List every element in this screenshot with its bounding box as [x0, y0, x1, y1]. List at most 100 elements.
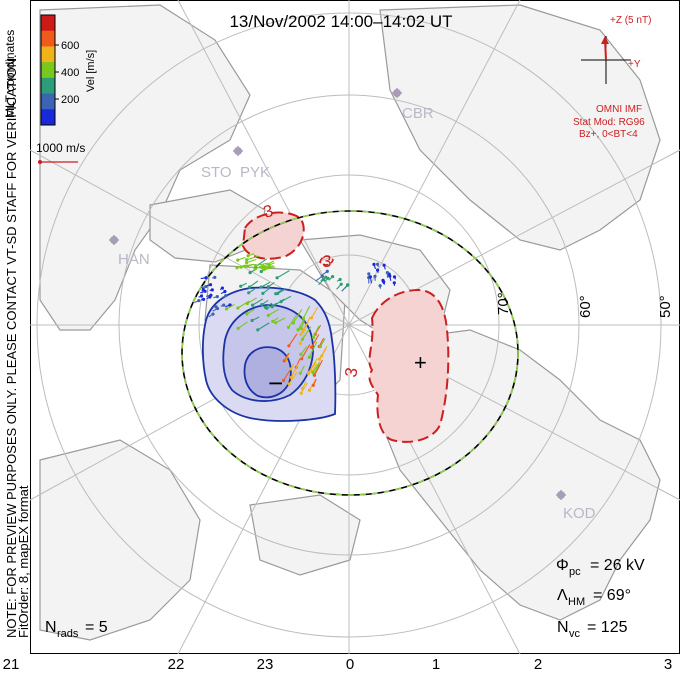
imf-source: OMNI IMF [596, 104, 642, 115]
velocity-color-scale: 600 400 200 Vel [m/s] MLT coordinates [3, 14, 97, 126]
velocity-vector-origin [307, 370, 311, 374]
velocity-vector-origin [287, 382, 291, 386]
velocity-vector [260, 281, 271, 288]
color-scale-unit: Vel [m/s] [85, 50, 97, 92]
velocity-vector-origin [325, 269, 329, 273]
mlt-label-0: 0 [346, 656, 354, 673]
velocity-vector-origin [253, 264, 258, 268]
velocity-vector-origin [247, 291, 251, 295]
velocity-vector [247, 297, 257, 304]
color-tick-200: 200 [61, 94, 79, 106]
velocity-vector-origin [382, 263, 386, 267]
velocity-vector [290, 362, 300, 378]
velocity-vector [268, 308, 279, 316]
velocity-vector-origin [210, 288, 214, 292]
velocity-vector-origin [282, 359, 286, 363]
nvc-value: = 125 [587, 619, 628, 636]
velocity-vector-origin [378, 284, 382, 288]
velocity-vector-origin [372, 262, 376, 266]
velocity-vector-origin [214, 305, 218, 309]
color-tick-600: 600 [61, 40, 79, 52]
hm-boundary [181, 210, 519, 496]
velocity-vector [254, 264, 265, 270]
velocity-vector-origin [346, 283, 350, 287]
contour-label-3: 3 [341, 366, 361, 379]
velocity-vector-origin [245, 261, 249, 265]
velocity-vector-origin [301, 330, 305, 334]
velocity-vector-origin [373, 274, 377, 278]
nrads-symbol: N [45, 619, 57, 636]
velocity-vector-origin [271, 319, 275, 323]
station-kod: KOD [556, 490, 596, 522]
velocity-vector-origin [239, 284, 243, 288]
velocity-vector-origin [208, 283, 213, 287]
velocity-vector-origin [197, 299, 201, 303]
nvc-stat: N vc = 125 [557, 619, 628, 640]
velocity-vector-origin [266, 313, 270, 317]
station-label-cbr: CBR [402, 105, 434, 122]
velocity-vector-origin [289, 367, 293, 371]
imf-z-label: +Z (5 nT) [610, 15, 651, 26]
velocity-vector-origin [307, 388, 312, 392]
station-markers: CBR STO PYK HAN KOD [109, 88, 596, 522]
velocity-vector-origin [250, 318, 254, 323]
velocity-vector-origin [261, 291, 265, 295]
velocity-vector-origin [248, 271, 252, 275]
velocity-vector-origin [298, 371, 302, 375]
latitude-label-60: 60° [577, 295, 594, 318]
color-bar-segment [41, 62, 55, 79]
velocity-vector-origin [339, 282, 343, 286]
velocity-vector-origin [299, 391, 303, 395]
velocity-vector-origin [301, 316, 305, 320]
color-bar-segment [41, 15, 55, 32]
velocity-vector [297, 319, 305, 331]
velocity-vector [275, 317, 286, 324]
velocity-vector-origin [320, 354, 324, 358]
velocity-vector-origin [289, 375, 293, 379]
velocity-vector-origin [251, 303, 255, 307]
velocity-vector-origin [392, 281, 396, 285]
velocity-vector [302, 317, 311, 333]
velocity-reference: 1000 m/s [36, 141, 85, 164]
velocity-reference-label: 1000 m/s [36, 141, 85, 155]
mlt-label-2: 2 [534, 656, 542, 673]
velocity-vector [302, 326, 312, 340]
velocity-vector-origin [224, 307, 229, 311]
velocity-vector-origin [388, 274, 392, 278]
station-label-sto: STO [201, 164, 232, 181]
station-label-pyk: PYK [240, 164, 270, 181]
velocity-vector [287, 315, 297, 328]
mlt-label-23: 23 [257, 656, 274, 673]
coordinate-system-label: MLT coordinates [3, 30, 17, 118]
velocity-vector-origin [307, 355, 311, 359]
velocity-vector-origin [247, 285, 252, 289]
pcp-stat: Φ pc = 26 kV [556, 557, 645, 578]
velocity-vector [272, 298, 285, 308]
velocity-vector-origin [299, 332, 303, 337]
velocity-vector [288, 371, 298, 385]
velocity-vector-origin [223, 289, 227, 294]
color-bar-segment [41, 93, 55, 110]
velocity-vector [313, 363, 320, 375]
velocity-vector-origin [204, 285, 208, 289]
velocity-vector [302, 305, 311, 319]
hm-sub: HM [568, 596, 585, 608]
imf-y-label: +Y [628, 59, 641, 70]
velocity-vector-origin [211, 312, 215, 316]
mlt-axis: 21 22 23 0 1 2 3 [3, 656, 673, 673]
velocity-vector-origin [213, 275, 217, 279]
velocity-vector-origin [202, 297, 206, 301]
mlt-label-1: 1 [432, 656, 440, 673]
station-sto-pyk: STO PYK [201, 146, 270, 181]
mlt-label-21: 21 [3, 656, 20, 673]
latitude-label-70: 70° [495, 292, 512, 315]
imf-condition: Bz+, 0<BT<4 [579, 129, 638, 140]
nrads-stat: N rads = 5 [45, 619, 108, 640]
velocity-vector [252, 298, 263, 306]
color-bar-segment [41, 30, 55, 47]
mlt-label-3: 3 [664, 656, 672, 673]
velocity-vector-origin [262, 267, 266, 272]
velocity-vector [257, 322, 270, 331]
velocity-vector-origin [276, 291, 280, 296]
velocity-vector-origin [298, 341, 302, 345]
